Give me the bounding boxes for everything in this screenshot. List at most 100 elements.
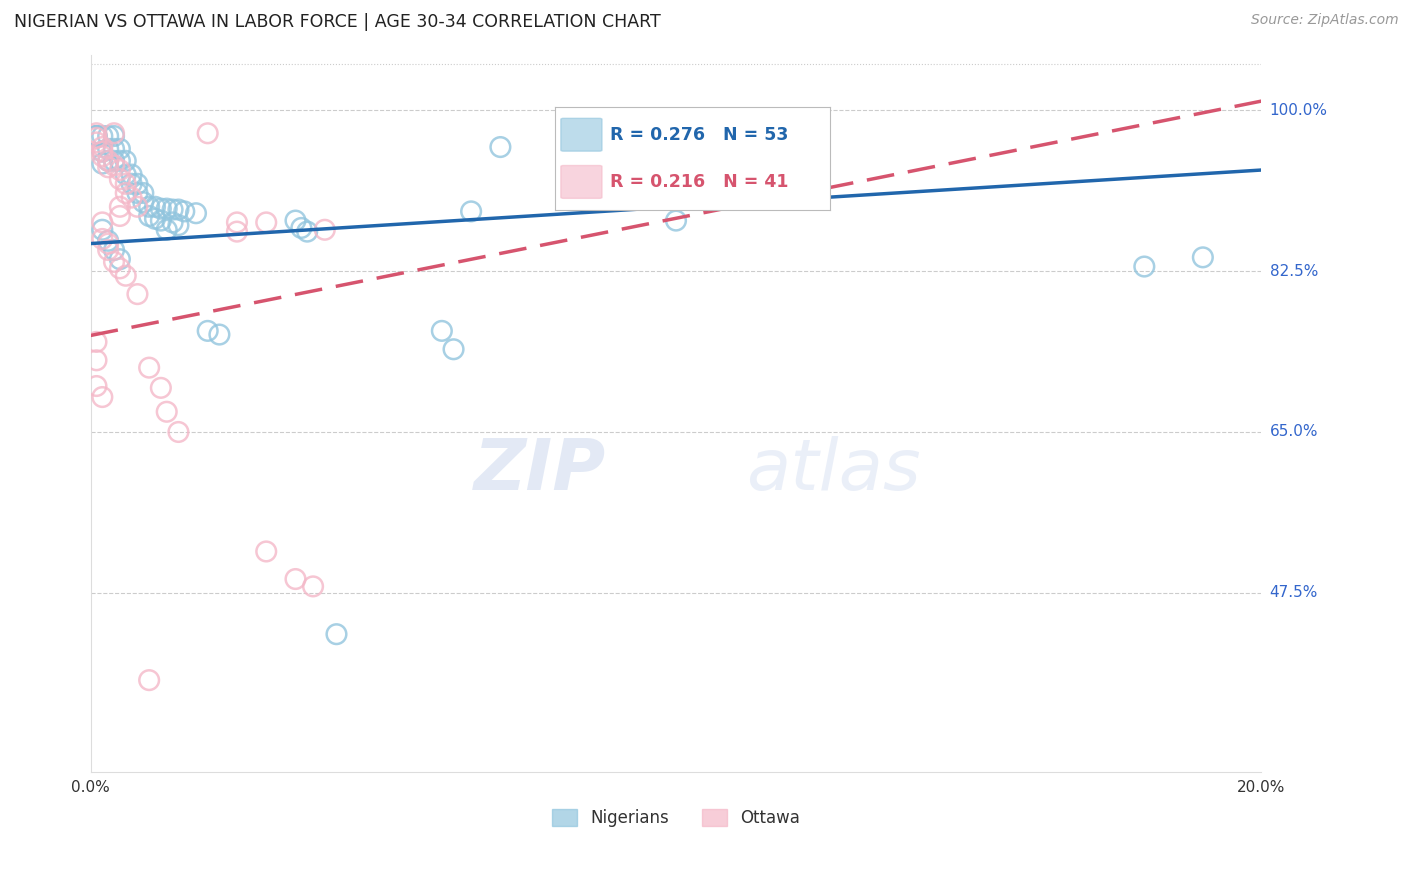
Text: atlas: atlas bbox=[747, 436, 921, 506]
Point bbox=[138, 360, 160, 375]
Legend: Nigerians, Ottawa: Nigerians, Ottawa bbox=[543, 801, 808, 836]
Text: R = 0.216   N = 41: R = 0.216 N = 41 bbox=[610, 173, 789, 191]
Point bbox=[127, 186, 149, 200]
Point bbox=[290, 221, 312, 235]
Point bbox=[91, 145, 114, 159]
Text: 65.0%: 65.0% bbox=[1270, 425, 1319, 440]
Point bbox=[156, 202, 179, 216]
Point bbox=[665, 213, 688, 227]
Point bbox=[156, 223, 179, 237]
Point bbox=[460, 204, 482, 219]
Point bbox=[103, 255, 125, 269]
Point bbox=[108, 142, 131, 156]
FancyBboxPatch shape bbox=[561, 166, 602, 198]
Point bbox=[138, 200, 160, 214]
Point bbox=[108, 261, 131, 276]
Point bbox=[108, 153, 131, 168]
Point bbox=[97, 153, 120, 168]
Point bbox=[97, 153, 120, 168]
Point bbox=[143, 211, 166, 226]
Point bbox=[97, 128, 120, 143]
Point bbox=[430, 324, 453, 338]
Point bbox=[103, 128, 125, 143]
Point bbox=[114, 268, 136, 283]
Point bbox=[91, 232, 114, 246]
Point bbox=[103, 243, 125, 257]
Point bbox=[1192, 251, 1215, 265]
Point bbox=[114, 186, 136, 200]
Point bbox=[86, 126, 108, 140]
Point bbox=[314, 223, 336, 237]
Point bbox=[86, 379, 108, 393]
Point bbox=[121, 191, 143, 205]
Point bbox=[91, 128, 114, 143]
Point bbox=[138, 209, 160, 223]
Point bbox=[284, 213, 307, 227]
Point bbox=[108, 200, 131, 214]
Point bbox=[162, 215, 184, 229]
Point bbox=[91, 156, 114, 170]
Point bbox=[103, 126, 125, 140]
Point bbox=[138, 673, 160, 687]
Point bbox=[226, 215, 249, 229]
Point bbox=[302, 579, 325, 593]
Point bbox=[91, 149, 114, 163]
Point bbox=[114, 153, 136, 168]
Point bbox=[208, 327, 231, 342]
Text: R = 0.276   N = 53: R = 0.276 N = 53 bbox=[610, 126, 789, 144]
Point bbox=[143, 200, 166, 214]
Point bbox=[97, 234, 120, 248]
Point bbox=[132, 186, 155, 200]
Point bbox=[197, 324, 219, 338]
FancyBboxPatch shape bbox=[561, 119, 602, 151]
Point bbox=[121, 168, 143, 182]
Point bbox=[97, 142, 120, 156]
Point bbox=[91, 145, 114, 159]
Point bbox=[1133, 260, 1156, 274]
Point bbox=[167, 218, 190, 232]
Point bbox=[114, 168, 136, 182]
Point bbox=[114, 177, 136, 191]
Point bbox=[149, 381, 172, 395]
Point bbox=[86, 353, 108, 368]
Point bbox=[149, 213, 172, 227]
Point bbox=[162, 202, 184, 217]
Point bbox=[325, 627, 347, 641]
Point bbox=[86, 128, 108, 143]
Point bbox=[127, 177, 149, 191]
Point bbox=[103, 142, 125, 156]
Point bbox=[121, 177, 143, 191]
Text: Source: ZipAtlas.com: Source: ZipAtlas.com bbox=[1251, 13, 1399, 28]
Point bbox=[132, 195, 155, 210]
Text: 100.0%: 100.0% bbox=[1270, 103, 1327, 118]
Point bbox=[86, 334, 108, 349]
Point bbox=[103, 158, 125, 172]
Point bbox=[86, 128, 108, 143]
Point bbox=[443, 343, 465, 357]
Point bbox=[184, 206, 207, 220]
Point bbox=[97, 243, 120, 257]
Point bbox=[295, 225, 318, 239]
Point bbox=[284, 572, 307, 586]
Point bbox=[149, 202, 172, 216]
Point bbox=[489, 140, 512, 154]
Point bbox=[127, 200, 149, 214]
Point bbox=[97, 236, 120, 251]
Point bbox=[108, 172, 131, 186]
Point bbox=[156, 405, 179, 419]
Point bbox=[103, 153, 125, 168]
Point bbox=[86, 136, 108, 150]
Point bbox=[108, 163, 131, 178]
Point bbox=[167, 202, 190, 217]
Point bbox=[91, 223, 114, 237]
Point bbox=[86, 128, 108, 143]
Point bbox=[91, 140, 114, 154]
Point bbox=[97, 161, 120, 175]
Point bbox=[254, 544, 277, 558]
Point bbox=[167, 425, 190, 439]
Text: ZIP: ZIP bbox=[474, 436, 606, 506]
Text: NIGERIAN VS OTTAWA IN LABOR FORCE | AGE 30-34 CORRELATION CHART: NIGERIAN VS OTTAWA IN LABOR FORCE | AGE … bbox=[14, 13, 661, 31]
Point bbox=[108, 252, 131, 267]
Point bbox=[197, 126, 219, 140]
Point bbox=[91, 215, 114, 229]
